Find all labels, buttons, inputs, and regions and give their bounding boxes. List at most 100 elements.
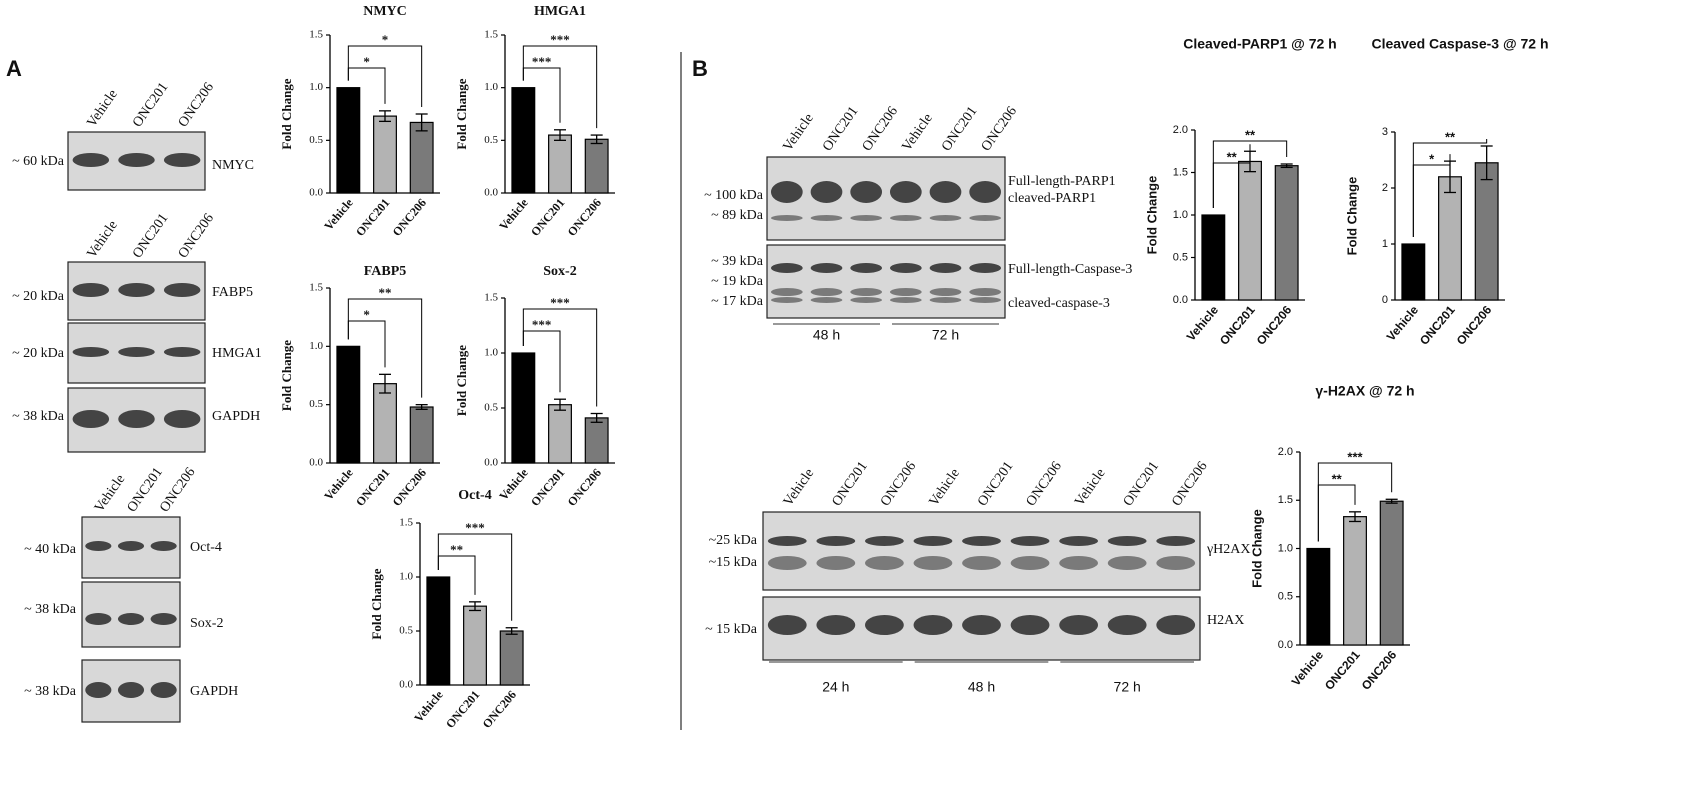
lane-label: ONC206 [1169,459,1210,509]
significance-bracket [522,45,598,129]
y-tick-label: 0.0 [309,187,323,199]
chart-title: γ-H2AX @ 72 h [1315,383,1414,399]
chart: γ-H2AX @ 72 h Fold Change 0.0 0.5 1.0 1.5 2.0 V… [1249,383,1414,693]
protein-band [770,288,803,296]
protein-band [770,263,803,273]
bar [1201,214,1226,301]
protein-band [816,615,856,635]
significance-label: *** [532,54,552,69]
error-bar [1385,498,1398,504]
blot-membrane [762,511,1201,591]
bar [1238,160,1262,301]
error-bar [415,113,428,132]
bar [548,404,572,464]
protein-band [850,297,883,303]
y-tick-label: 0.5 [484,402,498,414]
protein-band [913,536,953,546]
error-bar [1280,163,1293,169]
lane-label: Vehicle [92,472,128,515]
significance-bracket [347,298,423,398]
lane-label: Vehicle [899,111,935,154]
panel-label: B [692,56,708,81]
y-tick-label: 0.5 [484,134,498,146]
y-tick-label: 0.0 [309,457,323,469]
significance-bracket [1412,139,1488,237]
x-tick-label: Vehicle [496,195,531,233]
error-bar [554,398,566,411]
y-tick-label: 1.5 [399,517,413,529]
protein-band [850,181,883,203]
significance-label: *** [1347,449,1363,464]
protein-band [810,297,843,303]
y-axis-label: Fold Change [369,568,384,639]
y-axis-label: Fold Change [1249,509,1264,588]
bar [1274,165,1299,301]
significance-label: *** [532,317,552,332]
protein-band [929,288,962,296]
protein-band [85,541,112,551]
lane-label: ONC201 [130,211,171,261]
bar [1401,243,1426,301]
protein-band [864,615,904,635]
protein-band [969,181,1002,203]
bar [511,352,536,464]
y-axis-label: Fold Change [279,78,294,149]
significance-label: ** [1245,127,1256,142]
kda-marker: ~ 17 kDa [711,294,764,309]
x-tick-label: ONC206 [390,196,429,239]
protein-band [770,215,803,221]
error-bar [379,373,391,394]
bar [463,605,487,686]
protein-band [1156,556,1196,570]
protein-band [864,556,904,570]
x-tick-label: Vehicle [1289,648,1327,689]
bar [1474,162,1499,301]
lane-label: Vehicle [84,87,120,130]
protein-band [163,347,201,357]
y-axis-label: Fold Change [279,340,294,411]
lane-label: Vehicle [781,466,817,509]
protein-band [1156,615,1196,635]
western-blot: Vehicle ONC201 ONC206 Vehicle ONC201 ONC206 Ve… [705,459,1250,695]
kda-marker: ~ 38 kDa [24,602,77,617]
timepoint-label: 72 h [932,327,959,343]
y-tick-label: 1.5 [309,282,323,294]
timepoint-label: 48 h [968,679,995,695]
y-tick-label: 1 [1382,238,1388,250]
protein-band [770,181,803,203]
x-tick-label: ONC201 [1217,303,1258,348]
x-tick-label: Vehicle [321,195,356,233]
chart-title: Oct-4 [458,488,491,503]
protein-band [72,153,110,167]
lane-label: Vehicle [84,218,120,261]
x-tick-label: ONC201 [1322,648,1363,693]
protein-band [163,410,201,428]
lane-label: ONC201 [975,459,1016,509]
band-label: γH2AX [1206,542,1251,557]
protein-band [969,297,1002,303]
error-bar [590,412,603,423]
protein-band [810,215,843,221]
protein-band [1107,556,1147,570]
protein-band [810,181,843,203]
lane-label: ONC206 [176,80,217,130]
protein-band [118,347,155,357]
kda-marker: ~ 38 kDa [12,409,65,424]
protein-band [72,283,110,297]
band-label: Sox-2 [190,616,223,631]
y-axis-label: Fold Change [454,345,469,416]
y-tick-label: 0.5 [309,398,323,410]
kda-marker: ~15 kDa [709,555,758,570]
lane-label: ONC206 [176,211,217,261]
band-label: H2AX [1207,613,1244,628]
x-tick-label: Vehicle [1184,303,1222,344]
y-tick-label: 1.5 [1278,494,1293,506]
x-tick-label: ONC206 [480,688,519,731]
protein-band [85,682,112,698]
bar [373,115,397,194]
band-label: cleaved-caspase-3 [1008,296,1110,311]
band-label: FABP5 [212,285,253,300]
band-label: GAPDH [212,409,260,424]
